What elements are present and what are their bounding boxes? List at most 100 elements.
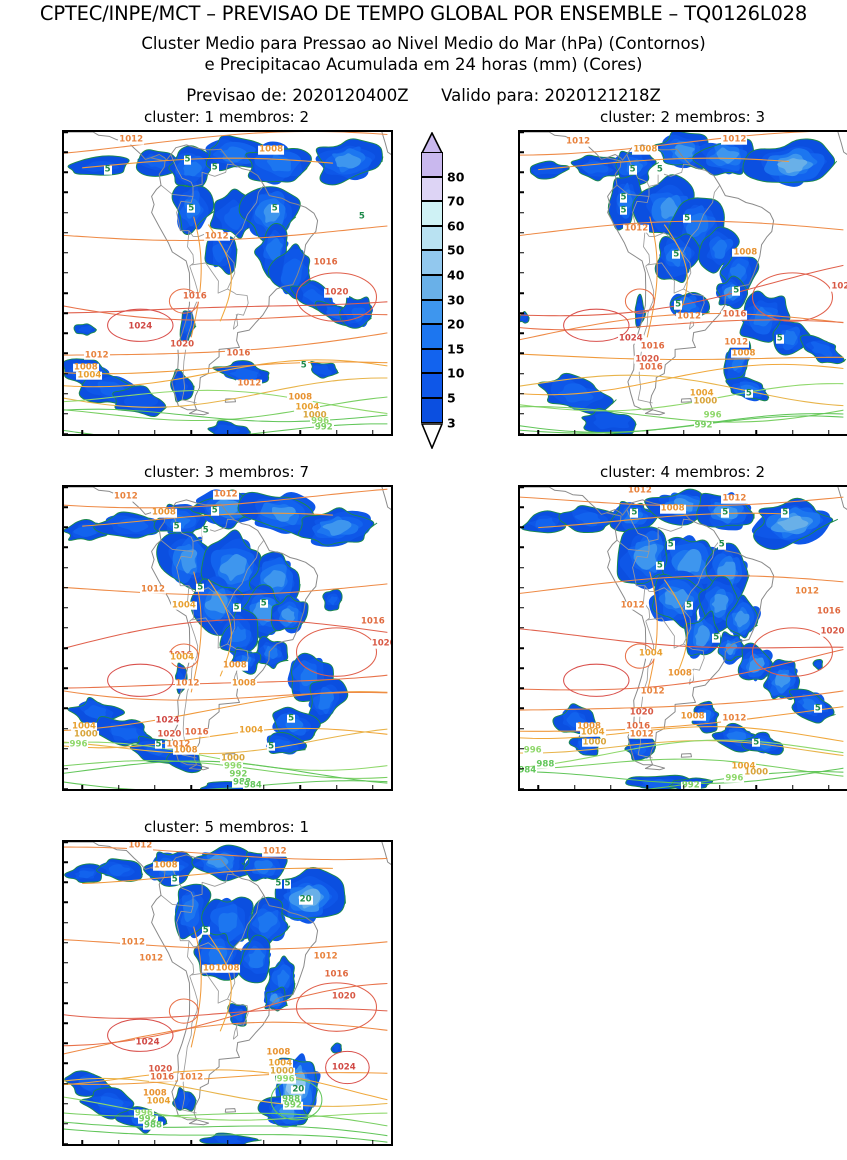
y-tick-mark — [520, 707, 524, 710]
x-tick-mark — [154, 430, 156, 434]
isobar-label: 1008 — [287, 392, 314, 403]
precip-contour-label: 5 — [103, 165, 112, 175]
precip-contour-label: 5 — [666, 540, 675, 551]
precip-contour-label: 20 — [298, 895, 313, 906]
x-tick-mark — [154, 785, 156, 789]
map-plot-area[interactable]: 1012101210081012100410161020101610041008… — [62, 485, 393, 791]
y-tick-mark — [520, 647, 524, 649]
y-tick-mark — [520, 506, 524, 508]
panel-title: cluster: 4 membros: 2 — [599, 463, 766, 481]
map-plot-area[interactable]: 1012101210081012101210081012100810161020… — [62, 840, 393, 1146]
precip-contour-label: 5 — [732, 285, 741, 296]
isobar-label: 1008 — [150, 507, 177, 518]
y-tick-mark — [520, 433, 524, 434]
isobar-label: 992 — [228, 769, 249, 780]
precip-contour-label: 5 — [712, 632, 721, 643]
cluster-panel-2[interactable]: cluster: 2 membros: 3 1012 1012 1008 1012 100… — [484, 108, 847, 450]
isobar-label: 1008 — [214, 963, 241, 974]
y-tick-mark — [520, 372, 524, 375]
map-graphics — [520, 487, 847, 789]
forecast-time-line: Previsao de: 2020120400Z Valido para: 20… — [0, 86, 847, 105]
x-tick-mark — [190, 785, 192, 789]
x-tick-mark — [372, 785, 374, 789]
valid-time: 2020121218Z — [544, 86, 661, 105]
isobar-label: 996 — [702, 410, 723, 421]
y-tick-mark — [64, 506, 68, 508]
y-tick-mark — [64, 1143, 68, 1144]
isobar-label: 1020 — [330, 991, 357, 1002]
isobar-label: 1020 — [819, 626, 846, 637]
y-tick-mark — [64, 413, 68, 415]
isobar-label: 1012 — [565, 136, 592, 147]
y-tick-mark — [64, 151, 68, 153]
colorbar-segment — [421, 299, 443, 325]
isobar-label: 1012 — [178, 1072, 205, 1083]
precip-contour-label: 5 — [813, 703, 822, 714]
y-tick-mark — [64, 727, 68, 730]
colorbar-tick-label: 50 — [447, 242, 465, 258]
isobar-label: 1012 — [83, 350, 110, 361]
map-plot-area[interactable]: 1012 1008 1012 1016 1020 1024 1016 1020 1016 1012… — [62, 130, 393, 436]
subtitle-line-1: Cluster Medio para Pressao ao Nivel Medi… — [141, 34, 706, 53]
colorbar-segment — [421, 176, 443, 202]
cluster-panel-1[interactable]: cluster: 1 membros: 2 1012 1008 1012 1016 102… — [28, 108, 425, 450]
map-plot-area[interactable]: 1012101210081012100810201012101610241016… — [518, 130, 847, 436]
x-tick-mark — [299, 1140, 301, 1144]
precip-contour-label: 5 — [210, 505, 219, 516]
cluster-panel-5[interactable]: cluster: 5 membros: 1 1012 1012 1008 1012 101… — [28, 818, 425, 1160]
cluster-panel-4[interactable]: cluster: 4 membros: 2 1012 1012 1008 1012 101… — [484, 463, 847, 805]
isobar-label: 1024 — [154, 715, 181, 726]
isobar-label: 1012 — [639, 687, 666, 698]
x-tick-mark — [372, 1140, 374, 1144]
colorbar-segment — [421, 373, 443, 398]
colorbar-tick-label: 70 — [447, 193, 465, 209]
y-tick-mark — [520, 413, 524, 415]
x-tick-mark — [226, 1140, 229, 1144]
y-tick-mark — [520, 211, 524, 214]
precip-contour-label: 5 — [267, 741, 276, 752]
y-tick-mark — [520, 332, 524, 335]
precipitation-colorbar: 80 70 60 50 40 30 20 15 10 5 3 — [420, 131, 481, 483]
isobar-label: 1000 — [220, 753, 246, 764]
isobar-label: 1012 — [120, 937, 146, 948]
x-tick-mark — [646, 430, 648, 434]
x-tick-mark — [372, 430, 374, 434]
precip-contour-label: 5 — [287, 713, 296, 724]
y-tick-mark — [520, 526, 524, 529]
isobar-label: 988 — [535, 759, 556, 770]
isobar-label: 984 — [518, 765, 538, 776]
colorbar-segment — [421, 250, 443, 275]
x-tick-mark — [299, 785, 301, 789]
y-tick-mark — [520, 667, 524, 669]
precip-contour-label: 20 — [291, 1084, 306, 1095]
isobar-label: 1004 — [730, 761, 757, 772]
y-tick-mark — [64, 352, 68, 355]
cluster-panel-3[interactable]: cluster: 3 membros: 7 1012 1012 1008 1012 100… — [28, 463, 425, 805]
y-tick-mark — [520, 151, 524, 153]
x-tick-mark — [263, 430, 265, 434]
isobar-label: 1008 — [258, 144, 285, 155]
x-tick-mark — [263, 785, 265, 789]
precip-contour-label: 5 — [619, 205, 628, 216]
isobar-label: 1012 — [261, 846, 288, 857]
y-tick-mark — [64, 392, 68, 395]
map-plot-area[interactable]: 1012 1012 1008 1012 1012 1016 1020 1004 1008 1012… — [518, 485, 847, 791]
isobar-label: 1012 — [312, 951, 339, 962]
isobar-label: 1000 — [743, 767, 770, 778]
colorbar-segment — [421, 201, 443, 226]
y-tick-mark — [64, 1022, 68, 1024]
isobar-label: 996 — [223, 761, 243, 772]
precip-contour-label: 5 — [259, 598, 268, 609]
isobar-label: 1012 — [623, 223, 650, 234]
isobar-label: 1012 — [212, 489, 239, 500]
panel-title: cluster: 1 membros: 2 — [143, 108, 310, 126]
panel-title: cluster: 2 membros: 3 — [599, 108, 766, 126]
precip-contour-label: 5 — [630, 507, 639, 518]
y-tick-mark — [520, 132, 524, 133]
y-tick-mark — [64, 272, 68, 274]
y-tick-mark — [64, 607, 68, 609]
colorbar-segment — [421, 324, 443, 349]
y-tick-mark — [64, 312, 68, 314]
isobar-label: 1008 — [230, 679, 257, 689]
isobar-label: 1012 — [626, 485, 653, 496]
